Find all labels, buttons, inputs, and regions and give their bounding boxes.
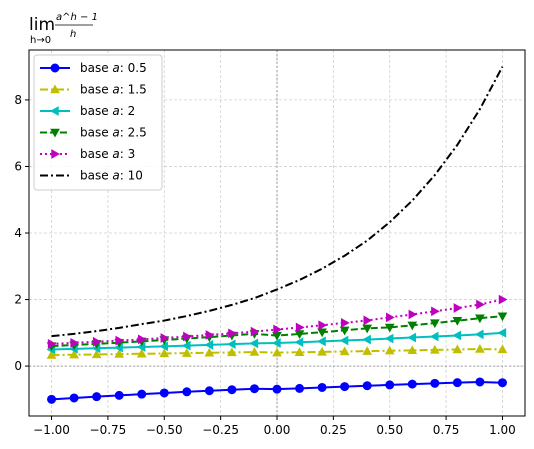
legend: base a: 0.5 base a: 1.5 base a: 2 base a: 2… xyxy=(34,55,162,190)
data-point xyxy=(363,382,371,390)
x-tick-label: 1.00 xyxy=(489,423,516,437)
data-point xyxy=(476,345,484,352)
data-point xyxy=(363,347,371,354)
data-point xyxy=(48,395,56,403)
data-point xyxy=(250,385,258,393)
title-lim: lim xyxy=(29,15,55,35)
data-point xyxy=(318,337,325,345)
x-tick-label: 0.50 xyxy=(376,423,403,437)
data-point xyxy=(138,390,146,398)
x-tick-label: 0.25 xyxy=(320,423,347,437)
data-point xyxy=(408,380,416,388)
data-point xyxy=(250,348,258,355)
legend-swatch-marker xyxy=(51,64,59,72)
data-point xyxy=(431,379,439,387)
data-point xyxy=(228,340,235,348)
data-point xyxy=(498,379,506,387)
data-point xyxy=(363,336,370,344)
data-point xyxy=(341,319,348,327)
legend-label: base a: 0.5 xyxy=(80,61,147,75)
data-point xyxy=(498,313,506,320)
x-tick-label: −0.50 xyxy=(146,423,183,437)
legend-label: base a: 1.5 xyxy=(80,83,147,97)
y-tick-label: 0 xyxy=(14,359,22,373)
data-point xyxy=(296,338,303,346)
data-point xyxy=(183,388,191,396)
data-point xyxy=(93,393,101,401)
data-point xyxy=(70,394,78,402)
y-tick-label: 2 xyxy=(14,293,22,307)
data-point xyxy=(205,387,213,395)
x-tick-label: −0.75 xyxy=(90,423,127,437)
data-point xyxy=(476,378,484,386)
y-tick-label: 8 xyxy=(14,93,22,107)
data-point xyxy=(409,310,416,318)
data-point xyxy=(408,334,415,342)
legend-label: base a: 2 xyxy=(80,104,135,118)
data-point xyxy=(228,386,236,394)
data-point xyxy=(296,384,304,392)
data-point xyxy=(386,381,394,389)
data-point xyxy=(477,301,484,309)
x-tick-label: 0.00 xyxy=(264,423,291,437)
legend-label: base a: 2.5 xyxy=(80,126,147,140)
y-tick-label: 4 xyxy=(14,226,22,240)
data-point xyxy=(341,383,349,391)
data-point xyxy=(431,333,438,341)
title-subscript: h→0 xyxy=(30,35,51,46)
data-point xyxy=(115,391,123,399)
data-point xyxy=(205,341,212,349)
legend-label: base a: 3 xyxy=(80,147,135,161)
chart-title: lim h→0 a^h − 1 h xyxy=(29,12,98,46)
x-tick-label: −0.25 xyxy=(202,423,239,437)
data-point xyxy=(476,330,483,338)
x-tick-label: 0.75 xyxy=(433,423,460,437)
x-tick-label: −1.00 xyxy=(33,423,70,437)
data-point xyxy=(318,383,326,391)
data-point xyxy=(273,385,281,393)
data-point xyxy=(454,304,461,312)
data-point xyxy=(453,331,460,339)
data-point xyxy=(319,321,326,329)
data-point xyxy=(250,339,257,347)
y-tick-label: 6 xyxy=(14,159,22,173)
data-point xyxy=(364,316,371,324)
data-point xyxy=(160,389,168,397)
title-numerator: a^h − 1 xyxy=(56,12,98,23)
data-point xyxy=(341,336,348,344)
legend-label: base a: 10 xyxy=(80,169,143,183)
data-point xyxy=(453,379,461,387)
title-denominator: h xyxy=(70,29,76,40)
data-point xyxy=(432,307,439,315)
